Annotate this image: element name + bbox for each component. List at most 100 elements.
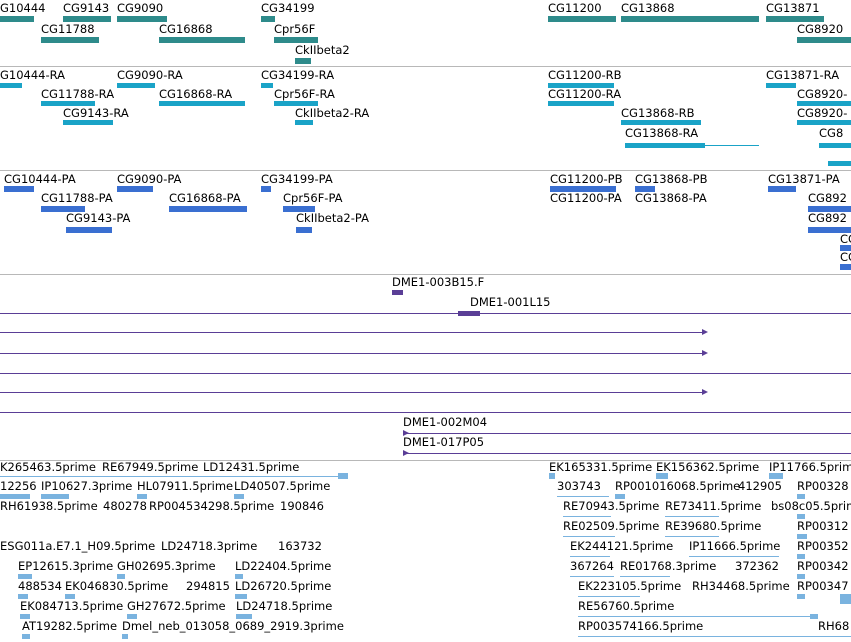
est-label[interactable]: RP003574166.5prime	[578, 619, 704, 633]
est-feature[interactable]	[549, 473, 555, 479]
gene-label[interactable]: CkIIbeta2	[295, 43, 350, 57]
est-label[interactable]: AT19282.5prime	[22, 619, 118, 633]
est-feature[interactable]	[797, 574, 805, 579]
gene-feature[interactable]	[274, 37, 318, 43]
est-label[interactable]: EK223105.5prime	[578, 579, 682, 593]
est-label[interactable]: GH02695.3prime	[117, 559, 216, 573]
est-feature[interactable]	[0, 476, 348, 477]
est-label[interactable]: EK156362.5prime	[656, 461, 760, 474]
est-label[interactable]: RE73411.5prime	[665, 499, 762, 513]
gene-label[interactable]: CG9143	[63, 1, 110, 15]
est-feature[interactable]	[22, 634, 30, 639]
est-label[interactable]: RH68	[818, 619, 850, 633]
est-label[interactable]: IP11766.5prime	[769, 461, 851, 474]
est-label[interactable]: RP00342	[797, 559, 849, 573]
transcript-label[interactable]: G10444-RA	[0, 68, 66, 82]
est-feature[interactable]	[0, 494, 30, 499]
clone-feature[interactable]	[0, 412, 851, 413]
transcript-label[interactable]: CG11788-RA	[41, 87, 115, 101]
est-label[interactable]: RH34468.5prime	[692, 579, 790, 593]
est-label[interactable]: RP001016068.5prime	[615, 479, 741, 493]
est-label[interactable]: RE70943.5prime	[563, 499, 660, 513]
est-feature[interactable]	[797, 594, 805, 599]
transcript-feature[interactable]	[766, 83, 796, 88]
protein-feature[interactable]	[41, 206, 85, 212]
gene-label[interactable]: CG16868	[159, 22, 213, 36]
est-feature[interactable]	[810, 614, 818, 619]
transcript-label[interactable]: CG13868-RB	[621, 106, 695, 120]
gene-feature[interactable]	[159, 37, 245, 43]
est-feature[interactable]	[235, 594, 247, 599]
est-label[interactable]: EK165331.5prime	[549, 461, 653, 474]
est-feature[interactable]	[563, 516, 611, 517]
est-label[interactable]: HL07911.5prime	[137, 479, 234, 493]
est-feature[interactable]	[578, 636, 851, 637]
est-label[interactable]: 367264	[570, 559, 614, 573]
protein-label[interactable]: CG892	[808, 211, 847, 225]
gene-label[interactable]: CG34199	[261, 1, 315, 15]
protein-feature[interactable]	[261, 186, 271, 192]
gene-feature[interactable]	[621, 16, 759, 22]
est-label[interactable]: RP00328	[797, 479, 849, 493]
gene-label[interactable]: G10444	[0, 1, 46, 15]
est-label[interactable]: 163732	[278, 539, 322, 553]
transcript-label[interactable]: CG9090-RA	[117, 68, 183, 82]
transcript-feature[interactable]	[0, 83, 22, 88]
gene-label[interactable]: CG11200	[548, 1, 602, 15]
est-feature[interactable]	[578, 616, 818, 617]
est-feature[interactable]	[557, 496, 609, 497]
transcript-feature[interactable]	[548, 83, 614, 88]
protein-label[interactable]: CG892	[808, 191, 847, 205]
est-feature[interactable]	[65, 594, 75, 599]
est-label[interactable]: ESG011a.E7.1_H09.5prime	[0, 539, 156, 553]
est-label[interactable]: IP10627.3prime	[41, 479, 133, 493]
est-feature[interactable]	[656, 473, 668, 479]
transcript-label[interactable]: CG9143-RA	[63, 106, 129, 120]
est-label[interactable]: RH61938.5prime	[0, 499, 98, 513]
est-label[interactable]: RE67949.5prime	[102, 461, 199, 474]
gene-label[interactable]: CG13868	[621, 1, 675, 15]
transcript-label[interactable]: CG16868-RA	[159, 87, 233, 101]
est-label[interactable]: EP12615.3prime	[18, 559, 114, 573]
transcript-label[interactable]: CG34199-RA	[261, 68, 335, 82]
est-label[interactable]: K265463.5prime	[0, 461, 96, 474]
protein-feature[interactable]	[840, 245, 851, 251]
est-feature[interactable]	[563, 536, 615, 537]
est-feature[interactable]	[620, 576, 670, 577]
est-label[interactable]: 412905	[738, 479, 782, 493]
est-feature[interactable]	[18, 574, 32, 579]
est-feature[interactable]	[41, 494, 69, 499]
est-feature[interactable]	[797, 554, 805, 559]
protein-feature[interactable]	[296, 227, 312, 233]
est-feature[interactable]	[615, 494, 625, 499]
est-label[interactable]: 12256	[0, 479, 37, 493]
est-label[interactable]: LD12431.5prime	[203, 461, 300, 474]
est-label[interactable]: RP00352	[797, 539, 849, 553]
transcript-feature[interactable]	[159, 101, 245, 106]
transcript-feature[interactable]	[621, 120, 701, 125]
gene-feature[interactable]	[0, 16, 34, 22]
transcript-feature[interactable]	[41, 101, 95, 106]
gene-label[interactable]: CG11788	[41, 22, 95, 36]
protein-label[interactable]: CG16868-PA	[169, 191, 241, 205]
transcript-feature[interactable]	[625, 143, 705, 148]
est-feature[interactable]	[122, 634, 128, 639]
gene-feature[interactable]	[117, 16, 167, 22]
est-label[interactable]: EK046830.5prime	[65, 579, 169, 593]
est-feature[interactable]	[137, 494, 147, 499]
gene-feature[interactable]	[261, 16, 275, 22]
transcript-feature[interactable]	[63, 120, 113, 125]
protein-label[interactable]: CG11200-PB	[550, 172, 623, 186]
transcript-label[interactable]: CG8	[819, 126, 844, 140]
est-feature[interactable]	[840, 594, 851, 604]
est-label[interactable]: EK084713.5prime	[20, 599, 124, 613]
transcript-feature[interactable]	[797, 101, 851, 106]
est-feature[interactable]	[570, 556, 610, 557]
clone-feature[interactable]	[405, 433, 851, 434]
gene-label[interactable]: CG9090	[117, 1, 164, 15]
est-feature[interactable]	[769, 473, 783, 479]
gene-feature[interactable]	[41, 37, 99, 43]
est-feature[interactable]	[797, 494, 805, 499]
transcript-label[interactable]: CG8920-	[797, 106, 848, 120]
est-feature[interactable]	[234, 494, 244, 499]
